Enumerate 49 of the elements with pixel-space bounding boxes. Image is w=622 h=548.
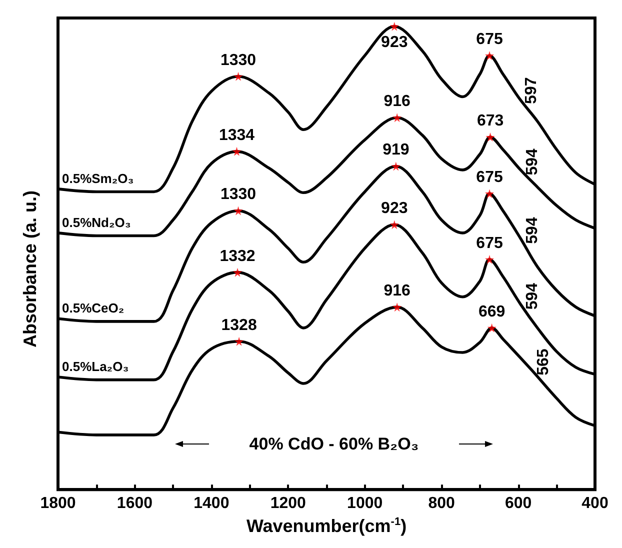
annotation: 1328 <box>221 316 257 334</box>
series-label: 0.5%Sm₂O₃ <box>62 170 134 186</box>
series-label: 0.5%CeO₂ <box>62 300 124 316</box>
point <box>234 72 243 81</box>
point <box>234 206 243 216</box>
annotation: 565 <box>535 348 552 376</box>
annotation: 597 <box>522 77 540 104</box>
x-tick-label: 1200 <box>270 495 306 512</box>
point <box>392 302 402 312</box>
annotation: 923 <box>381 34 408 51</box>
x-tick-label: 1000 <box>347 495 383 512</box>
annotation: 916 <box>384 93 411 110</box>
annotation: 923 <box>381 200 408 218</box>
annotation: 594 <box>524 217 542 244</box>
x-tick-label: 1800 <box>40 495 76 512</box>
point <box>234 336 244 346</box>
point <box>390 220 399 230</box>
x-tick-label: 600 <box>504 495 532 512</box>
annotation: 594 <box>524 282 542 310</box>
y-axis-title: Absorbance (a. u.) <box>20 190 40 348</box>
point <box>485 51 494 60</box>
annotation: 675 <box>476 169 503 186</box>
annotation: 1334 <box>218 126 255 144</box>
point <box>233 268 242 277</box>
annotation: 40% CdO - 60% B₂O₃ <box>249 434 419 454</box>
x-tick-label: 1600 <box>116 495 153 512</box>
x-tick-label: 800 <box>428 495 456 512</box>
point <box>486 132 495 142</box>
point <box>232 146 242 156</box>
point <box>485 189 494 198</box>
annotation: 673 <box>476 112 504 130</box>
series-label: 0.5%La₂O₃ <box>62 359 129 374</box>
point <box>391 162 400 171</box>
annotation: 919 <box>382 142 410 159</box>
annotation: 669 <box>478 303 506 320</box>
annotation: 594 <box>524 148 542 176</box>
annotation: 675 <box>476 31 503 48</box>
annotation: 916 <box>384 282 411 300</box>
point <box>390 22 399 31</box>
x-tick-label: 400 <box>582 495 608 512</box>
annotation: 675 <box>476 234 503 252</box>
point <box>487 323 496 332</box>
annotation: 1332 <box>220 248 256 265</box>
annotation: 1330 <box>220 52 256 69</box>
annotation: 1330 <box>220 186 256 204</box>
point <box>392 113 402 122</box>
x-tick-label: 1400 <box>194 495 230 512</box>
series-label: 0.5%Nd₂O₃ <box>62 214 131 230</box>
point <box>485 254 494 264</box>
